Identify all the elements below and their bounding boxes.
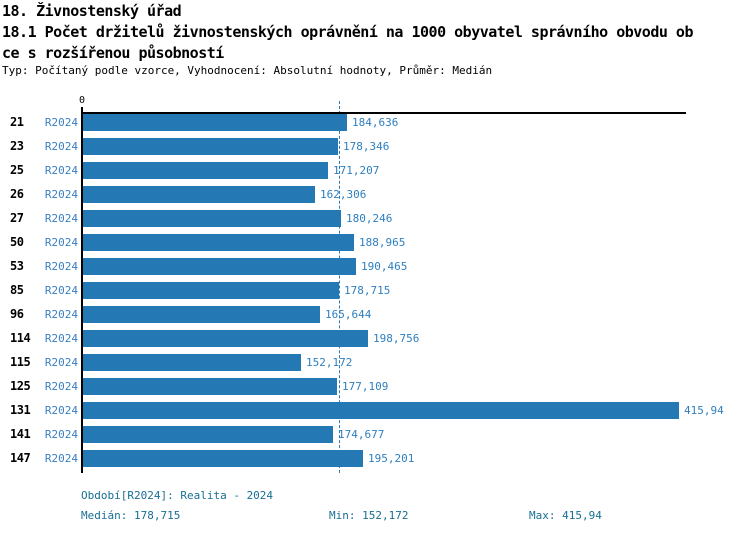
bar-value-label: 195,201 <box>368 452 415 465</box>
category-label: 114 <box>10 331 31 345</box>
series-label: R2024 <box>44 188 78 201</box>
category-label: 21 <box>10 115 24 129</box>
max-stat: Max: 415,94 <box>529 509 602 522</box>
x-axis-line <box>81 112 686 114</box>
bar[interactable] <box>83 306 320 323</box>
y-axis-line <box>81 107 83 473</box>
category-label: 26 <box>10 187 24 201</box>
table-row: 147 R2024 195,201 <box>0 449 750 473</box>
series-label: R2024 <box>44 260 78 273</box>
category-label: 23 <box>10 139 24 153</box>
table-row: 85 R2024 178,715 <box>0 281 750 305</box>
x-axis-zero-tick-label: 0 <box>78 95 86 106</box>
bar-value-label: 178,346 <box>343 140 390 153</box>
bar[interactable] <box>83 402 679 419</box>
bar-value-label: 190,465 <box>361 260 408 273</box>
bar-value-label: 171,207 <box>333 164 380 177</box>
median-line <box>339 101 340 473</box>
bar[interactable] <box>83 258 356 275</box>
table-row: 50 R2024 188,965 <box>0 233 750 257</box>
bar[interactable] <box>83 210 341 227</box>
series-label: R2024 <box>44 380 78 393</box>
category-label: 27 <box>10 211 24 225</box>
page-subtitle-line1: 18.1 Počet držitelů živnostenských opráv… <box>2 23 694 41</box>
series-label: R2024 <box>44 452 78 465</box>
bar-value-label: 180,246 <box>346 212 393 225</box>
category-label: 50 <box>10 235 24 249</box>
bar[interactable] <box>83 186 315 203</box>
category-label: 125 <box>10 379 31 393</box>
series-label: R2024 <box>44 332 78 345</box>
table-row: 141 R2024 174,677 <box>0 425 750 449</box>
series-label: R2024 <box>44 308 78 321</box>
bar-value-label: 198,756 <box>373 332 420 345</box>
category-label: 115 <box>10 355 31 369</box>
category-label: 85 <box>10 283 24 297</box>
period-label: Období[R2024]: Realita - 2024 <box>81 489 274 502</box>
bar[interactable] <box>83 114 347 131</box>
bar-value-label: 188,965 <box>359 236 406 249</box>
series-label: R2024 <box>44 236 78 249</box>
category-label: 131 <box>10 403 31 417</box>
table-row: 125 R2024 177,109 <box>0 377 750 401</box>
table-row: 21 R2024 184,636 <box>0 113 750 137</box>
table-row: 25 R2024 171,207 <box>0 161 750 185</box>
bar[interactable] <box>83 162 328 179</box>
bar-value-label: 177,109 <box>342 380 389 393</box>
series-label: R2024 <box>44 212 78 225</box>
series-label: R2024 <box>44 116 78 129</box>
series-label: R2024 <box>44 140 78 153</box>
min-stat: Min: 152,172 <box>329 509 409 522</box>
series-label: R2024 <box>44 284 78 297</box>
series-label: R2024 <box>44 428 78 441</box>
bar[interactable] <box>83 450 363 467</box>
category-label: 96 <box>10 307 24 321</box>
bar-value-label: 178,715 <box>344 284 391 297</box>
category-label: 141 <box>10 427 31 441</box>
bar[interactable] <box>83 426 333 443</box>
bar[interactable] <box>83 354 301 371</box>
chart-meta: Typ: Počítaný podle vzorce, Vyhodnocení:… <box>2 64 493 77</box>
bar-chart: 21 R2024 184,636 23 R2024 178,346 25 R2024 171,2… <box>0 113 750 473</box>
table-row: 115 R2024 152,172 <box>0 353 750 377</box>
bar-value-label: 162,306 <box>320 188 367 201</box>
bar[interactable] <box>83 234 354 251</box>
table-row: 96 R2024 165,644 <box>0 305 750 329</box>
series-label: R2024 <box>44 356 78 369</box>
table-row: 131 R2024 415,94 <box>0 401 750 425</box>
median-stat: Medián: 178,715 <box>81 509 181 522</box>
category-label: 147 <box>10 451 31 465</box>
table-row: 23 R2024 178,346 <box>0 137 750 161</box>
category-label: 53 <box>10 259 24 273</box>
table-row: 114 R2024 198,756 <box>0 329 750 353</box>
series-label: R2024 <box>44 164 78 177</box>
page-subtitle-line2: ce s rozšířenou působností <box>2 44 224 62</box>
series-label: R2024 <box>44 404 78 417</box>
bar[interactable] <box>83 282 339 299</box>
bar[interactable] <box>83 330 368 347</box>
table-row: 26 R2024 162,306 <box>0 185 750 209</box>
table-row: 27 R2024 180,246 <box>0 209 750 233</box>
bar-value-label: 184,636 <box>352 116 399 129</box>
bar-value-label: 165,644 <box>325 308 372 321</box>
bar-value-label: 174,677 <box>338 428 385 441</box>
page-title: 18. Živnostenský úřad <box>2 2 182 20</box>
bar[interactable] <box>83 138 338 155</box>
bar[interactable] <box>83 378 337 395</box>
bar-value-label: 152,172 <box>306 356 353 369</box>
category-label: 25 <box>10 163 24 177</box>
table-row: 53 R2024 190,465 <box>0 257 750 281</box>
bar-value-label: 415,94 <box>684 404 724 417</box>
